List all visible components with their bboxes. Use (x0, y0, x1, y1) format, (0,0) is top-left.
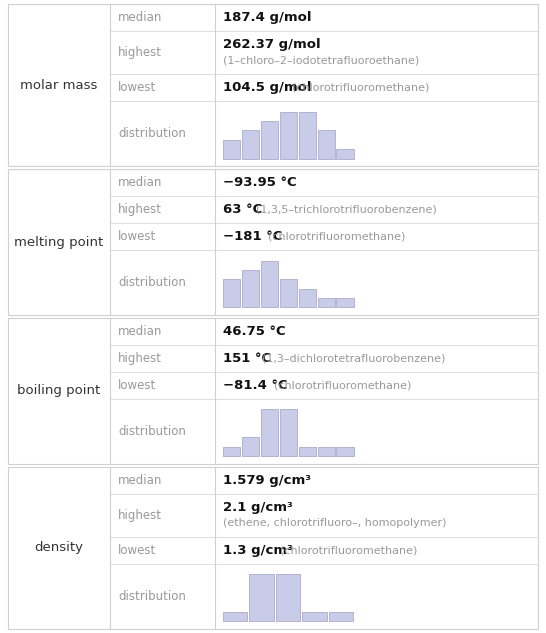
Text: boiling point: boiling point (17, 384, 100, 398)
Text: (ethene, chlorotrifluoro–, homopolymer): (ethene, chlorotrifluoro–, homopolymer) (223, 518, 447, 528)
Text: 104.5 g/mol: 104.5 g/mol (223, 82, 312, 94)
Text: median: median (118, 325, 162, 338)
Bar (242, 130, 259, 158)
Text: distribution: distribution (118, 276, 186, 289)
Bar (318, 298, 335, 308)
Bar (302, 612, 327, 621)
Text: highest: highest (118, 509, 162, 522)
Bar (299, 447, 316, 456)
Bar (8, 318, 538, 464)
Text: −81.4 °C: −81.4 °C (223, 379, 288, 392)
Text: −181 °C: −181 °C (223, 230, 282, 243)
Bar (276, 575, 300, 621)
Text: (chlorotrifluoromethane): (chlorotrifluoromethane) (268, 232, 406, 242)
Text: median: median (118, 176, 162, 189)
Text: 187.4 g/mol: 187.4 g/mol (223, 11, 312, 24)
Text: median: median (118, 11, 162, 24)
Text: melting point: melting point (14, 235, 104, 249)
Bar (299, 112, 316, 158)
Text: median: median (118, 473, 162, 487)
Bar (336, 447, 354, 456)
Text: (chlorotrifluoromethane): (chlorotrifluoromethane) (280, 546, 417, 556)
Bar (223, 279, 240, 308)
Bar (242, 437, 259, 456)
Bar (261, 410, 278, 456)
Text: lowest: lowest (118, 230, 156, 243)
Text: highest: highest (118, 203, 162, 216)
Text: distribution: distribution (118, 425, 186, 438)
Text: highest: highest (118, 352, 162, 365)
Text: lowest: lowest (118, 82, 156, 94)
Bar (8, 169, 538, 315)
Bar (336, 298, 354, 308)
Bar (261, 261, 278, 308)
Text: 1.579 g/cm³: 1.579 g/cm³ (223, 473, 311, 487)
Bar (223, 140, 240, 158)
Text: (1,3,5–trichlorotrifluorobenzene): (1,3,5–trichlorotrifluorobenzene) (257, 204, 437, 215)
Text: highest: highest (118, 46, 162, 60)
Text: (1,3–dichlorotetrafluorobenzene): (1,3–dichlorotetrafluorobenzene) (262, 353, 446, 363)
Text: (chlorotrifluoromethane): (chlorotrifluoromethane) (292, 83, 429, 93)
Bar (223, 612, 247, 621)
Text: lowest: lowest (118, 544, 156, 557)
Bar (318, 447, 335, 456)
Text: 46.75 °C: 46.75 °C (223, 325, 286, 338)
Bar (280, 279, 297, 308)
Bar (329, 612, 353, 621)
Text: (chlorotrifluoromethane): (chlorotrifluoromethane) (274, 380, 412, 391)
Text: 1.3 g/cm³: 1.3 g/cm³ (223, 544, 293, 557)
Bar (242, 270, 259, 308)
Bar (299, 289, 316, 308)
Bar (336, 149, 354, 158)
Bar (280, 112, 297, 158)
Text: distribution: distribution (118, 590, 186, 603)
Bar (223, 447, 240, 456)
Bar (8, 467, 538, 629)
Text: lowest: lowest (118, 379, 156, 392)
Text: 151 °C: 151 °C (223, 352, 271, 365)
Bar (318, 130, 335, 158)
Bar (8, 4, 538, 166)
Text: distribution: distribution (118, 127, 186, 141)
Bar (280, 410, 297, 456)
Text: 2.1 g/cm³: 2.1 g/cm³ (223, 501, 293, 514)
Text: −93.95 °C: −93.95 °C (223, 176, 296, 189)
Text: 63 °C: 63 °C (223, 203, 262, 216)
Bar (250, 575, 274, 621)
Text: 262.37 g/mol: 262.37 g/mol (223, 39, 321, 51)
Bar (261, 121, 278, 158)
Text: (1–chloro–2–iodotetrafluoroethane): (1–chloro–2–iodotetrafluoroethane) (223, 56, 419, 65)
Text: density: density (34, 541, 84, 555)
Text: molar mass: molar mass (20, 78, 98, 92)
